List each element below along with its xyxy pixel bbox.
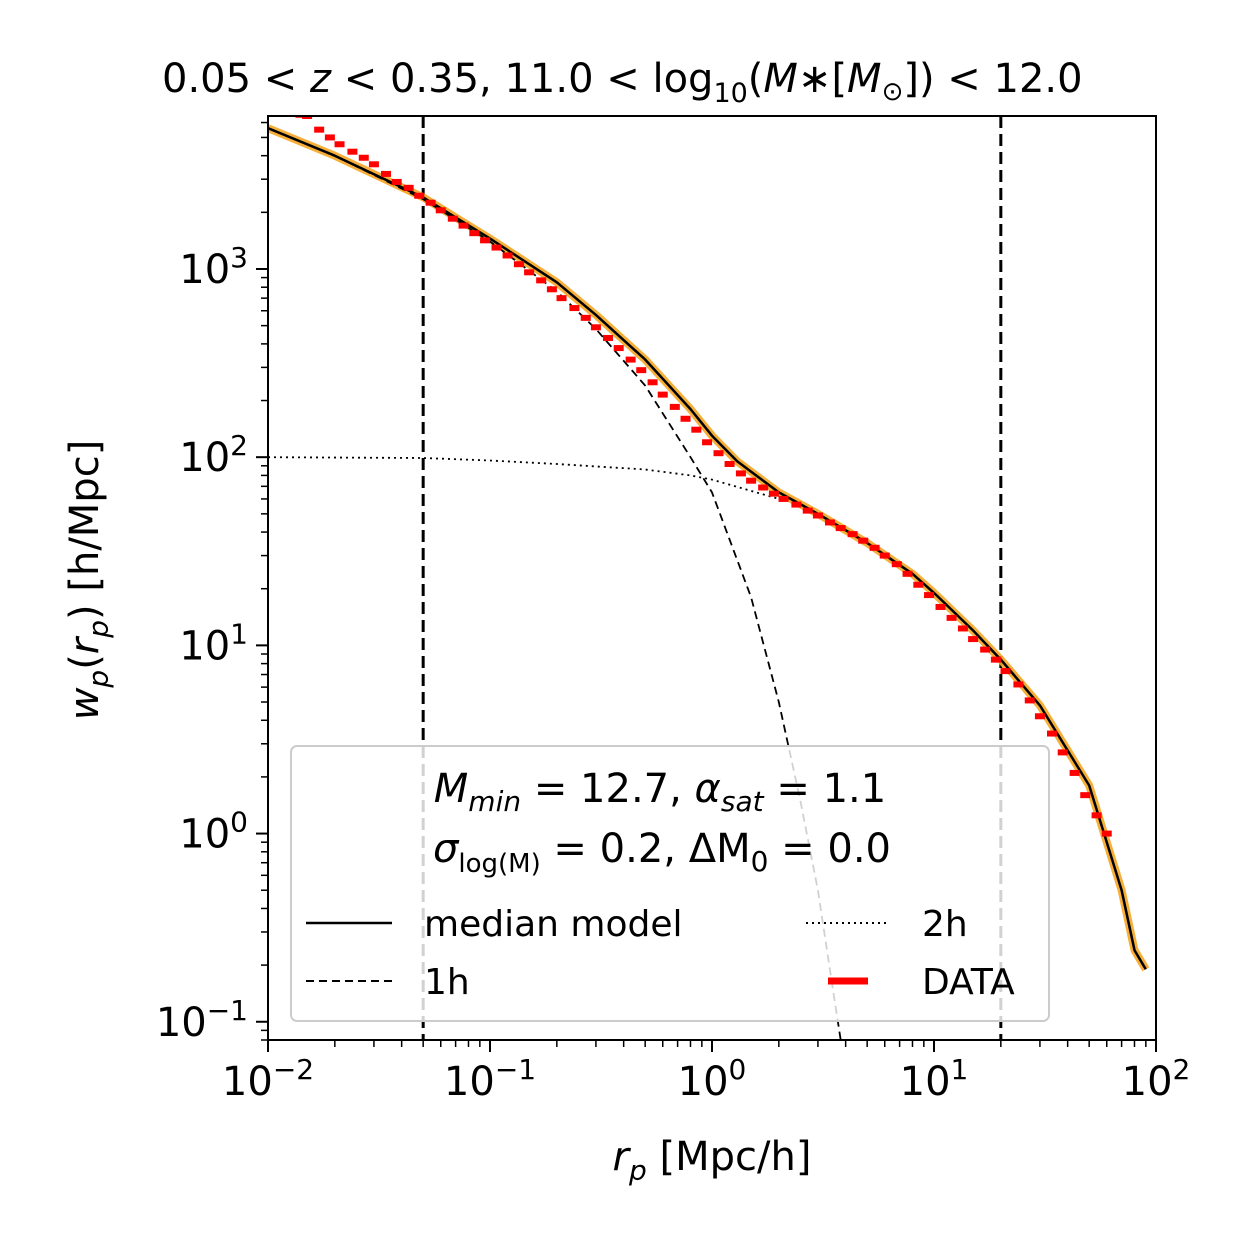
data-point (1013, 681, 1024, 688)
y-tick-label: 101 (179, 617, 248, 669)
data-point (1046, 730, 1057, 737)
data-point (380, 170, 391, 177)
data-point (334, 141, 345, 148)
data-point (613, 345, 624, 352)
data-point (1091, 812, 1102, 819)
chart-title: 0.05 < z < 0.35, 11.0 < log10(M∗[M⊙]) < … (162, 56, 1083, 109)
data-point (480, 237, 491, 244)
data-point (358, 154, 369, 161)
data-point (546, 286, 557, 293)
data-point (458, 222, 469, 229)
annotation-line-2: σlog(M) = 0.2, ΔM0 = 0.0 (433, 826, 891, 879)
data-point (968, 636, 979, 643)
data-point (902, 570, 913, 577)
legend-label-1h: 1h (424, 962, 470, 1003)
x-tick-label: 101 (900, 1053, 969, 1105)
data-point (636, 367, 647, 374)
data-point (536, 277, 547, 284)
data-point (1024, 697, 1035, 704)
data-point (590, 324, 601, 331)
data-point (691, 426, 702, 433)
data-point (1034, 713, 1045, 720)
data-point (847, 531, 858, 538)
x-tick-label: 100 (678, 1053, 747, 1105)
y-tick-label: 103 (179, 241, 248, 293)
data-point (778, 495, 789, 502)
data-point (746, 477, 757, 484)
data-point (713, 450, 724, 457)
data-point (946, 614, 957, 621)
legend-label-data: DATA (922, 962, 1015, 1003)
data-point (924, 592, 935, 599)
data-point (647, 379, 658, 386)
data-point (391, 178, 402, 185)
data-point (724, 460, 735, 467)
data-point (669, 403, 680, 410)
data-point (791, 501, 802, 508)
data-point (580, 314, 591, 321)
annotation-line-1: Mmin = 12.7, αsat = 1.1 (434, 766, 886, 818)
data-point (347, 148, 358, 155)
x-tick-label: 10−2 (222, 1053, 314, 1105)
data-point (288, 109, 298, 115)
series-2h (268, 456, 780, 500)
data-point (435, 207, 446, 214)
data-point (957, 625, 968, 632)
data-point (403, 184, 414, 191)
data-point (314, 126, 325, 133)
data-point (758, 484, 769, 491)
data-point (702, 439, 713, 446)
data-point (858, 537, 869, 544)
data-point (1069, 769, 1080, 776)
x-axis-label: rp [Mpc/h] (613, 1134, 812, 1187)
data-point (502, 252, 513, 259)
data-point (891, 561, 902, 568)
data-point (425, 199, 436, 206)
data-point (513, 261, 524, 268)
data-point (302, 116, 313, 119)
data-point (569, 305, 580, 312)
data-point (281, 109, 291, 115)
data-point (1000, 668, 1011, 675)
y-tick-label: 100 (179, 806, 248, 858)
data-point (768, 490, 779, 497)
data-point (980, 646, 991, 653)
data-point (1101, 830, 1112, 837)
data-point (835, 525, 846, 532)
y-tick-label: 10−1 (156, 994, 248, 1046)
data-point (447, 215, 458, 222)
y-tick-label: 102 (179, 429, 248, 481)
data-point (1057, 749, 1068, 756)
y-axis-label: wp(rp) [h/Mpc] (62, 440, 115, 721)
data-point (869, 544, 880, 551)
legend-label-median-model: median model (424, 904, 683, 945)
data-point (625, 356, 636, 363)
data-point (802, 507, 813, 514)
legend-box (290, 745, 1050, 1022)
data-point (913, 581, 924, 588)
data-point (990, 656, 1001, 663)
data-point (414, 192, 425, 199)
legend-label-2h: 2h (922, 904, 968, 945)
plot-frame (267, 115, 1157, 1041)
data-point (680, 415, 691, 422)
data-point (324, 134, 335, 141)
data-point (879, 552, 890, 559)
data-point (491, 244, 502, 251)
data-point (812, 512, 823, 519)
data-point (368, 161, 379, 168)
data-point (524, 269, 535, 276)
data-point (469, 230, 480, 237)
data-point (824, 519, 835, 526)
data-point (1080, 792, 1091, 799)
data-point (735, 470, 746, 477)
data-point (657, 391, 668, 398)
data-point (935, 603, 946, 610)
x-tick-label: 102 (1122, 1053, 1191, 1105)
data-point (556, 295, 567, 302)
data-point (602, 334, 613, 341)
x-tick-label: 10−1 (444, 1053, 536, 1105)
